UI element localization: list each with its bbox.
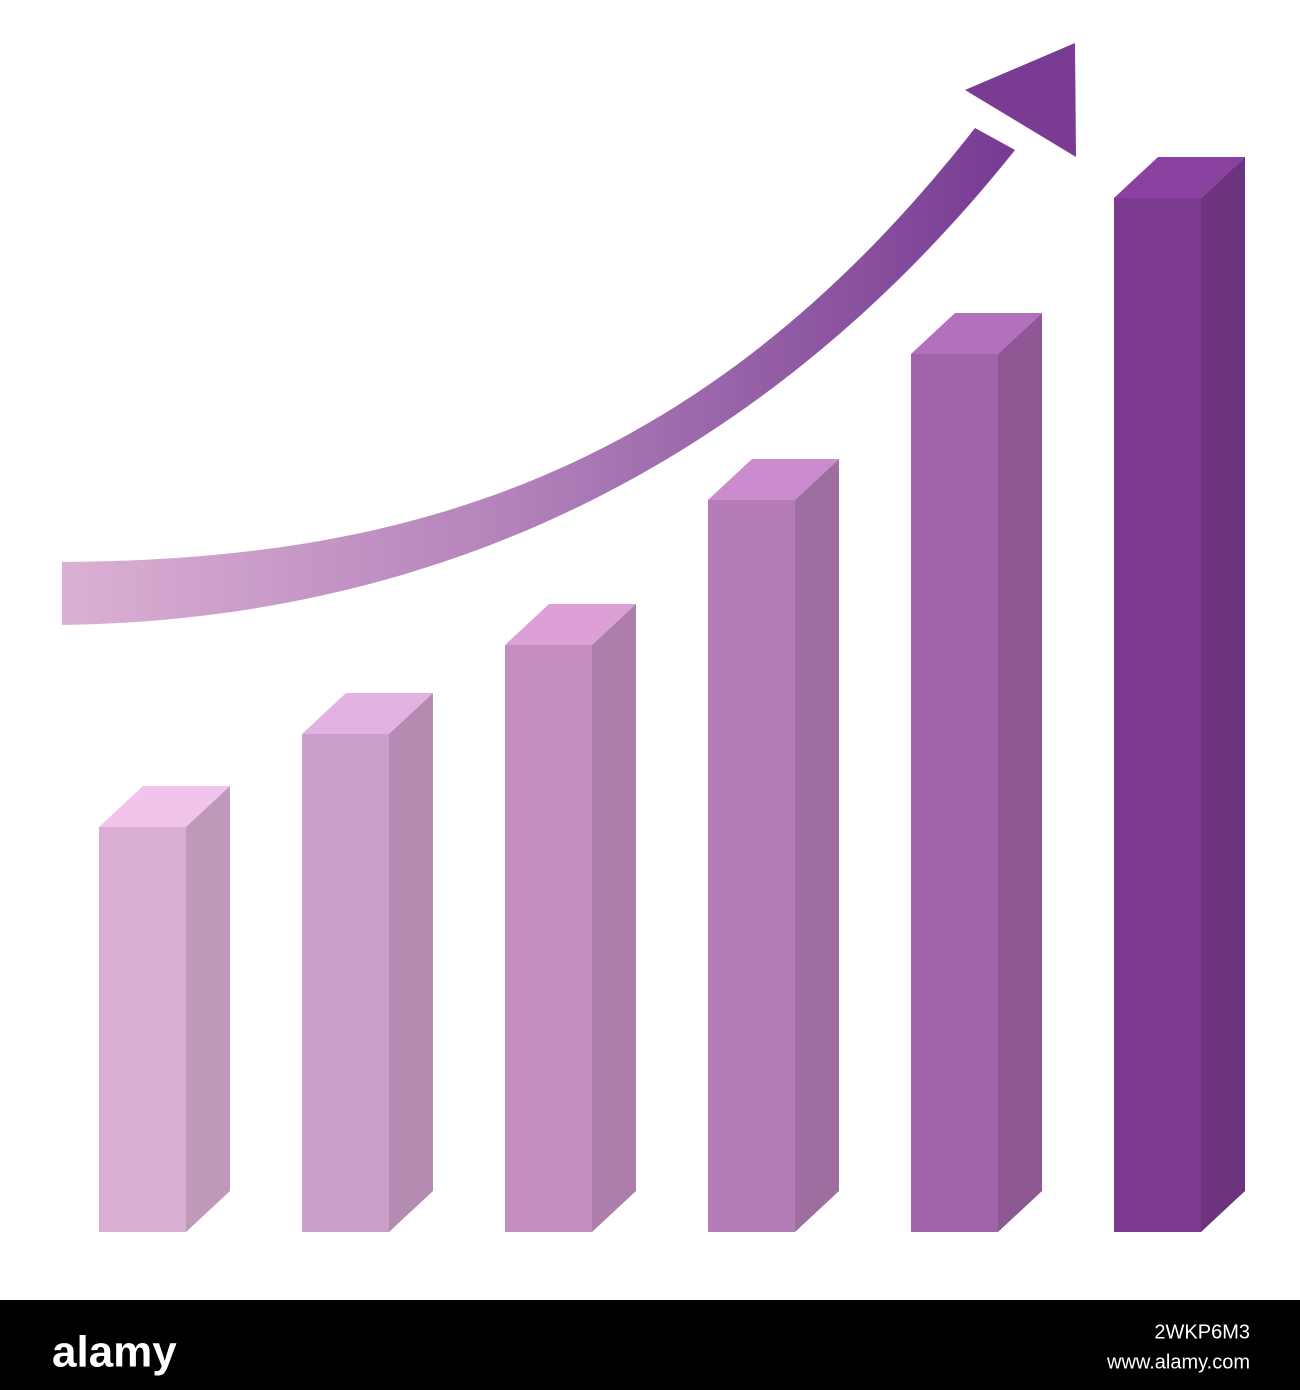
bar: [505, 645, 592, 1232]
bar: [911, 354, 998, 1232]
bar-side: [998, 313, 1042, 1232]
trend-arrow: [62, 128, 1015, 625]
bar-top: [505, 604, 636, 645]
footer-image-id: 2WKP6M3: [1154, 1321, 1250, 1343]
bar: [302, 734, 389, 1232]
bar-top: [99, 786, 230, 827]
bar-top: [708, 459, 839, 500]
bars: [99, 157, 1245, 1232]
bar-top: [302, 693, 433, 734]
bar-side: [186, 786, 230, 1232]
bar: [708, 500, 795, 1232]
footer-url: www.alamy.com: [1106, 1351, 1250, 1373]
bar-top: [911, 313, 1042, 354]
footer-bar: [0, 1300, 1300, 1390]
bar-top: [1114, 157, 1245, 198]
bar: [99, 827, 186, 1232]
bar-side: [592, 604, 636, 1232]
bar-side: [795, 459, 839, 1232]
arrow-head: [965, 43, 1076, 157]
bar-side: [389, 693, 433, 1232]
footer-logo: alamy: [52, 1328, 177, 1377]
bar-side: [1201, 157, 1245, 1232]
bar: [1114, 198, 1201, 1232]
